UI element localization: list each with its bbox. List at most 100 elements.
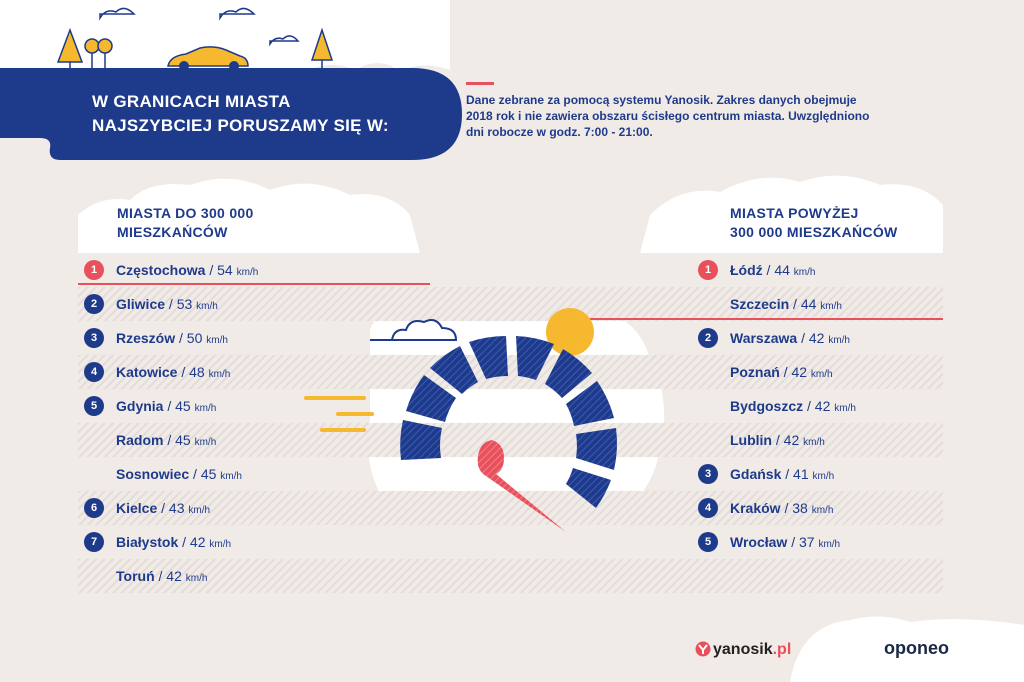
page-title: W GRANICACH MIASTA NAJSZYBCIEJ PORUSZAMY… (92, 92, 389, 135)
city-name: Białystok (116, 534, 179, 550)
speed-unit: km/h (803, 437, 825, 448)
rank-badge: 3 (84, 328, 104, 348)
city-name: Gliwice (116, 296, 166, 312)
sky-cloud-1 (99, 7, 136, 21)
speed-unit: km/h (811, 505, 834, 516)
right-ranking-list: 1 Łódź / 44 km/h Szczecin / 44 km/h 2 Warsza… (685, 253, 943, 559)
city-speed-entry: Bydgoszcz / 42 km/h (730, 398, 856, 414)
city-speed-entry: Częstochowa / 54 km/h (116, 262, 259, 278)
speed-value: 42 (166, 568, 182, 584)
ranking-row: 5 Wrocław / 37 km/h (685, 525, 943, 559)
speed-value: 41 (793, 466, 809, 482)
city-name: Rzeszów (116, 330, 176, 346)
left-column-heading: MIASTA DO 300 000 MIESZKAŃCÓW (117, 205, 254, 240)
city-speed-entry: Kielce / 43 km/h (116, 500, 211, 516)
speed-value: 42 (814, 398, 831, 414)
yanosik-logo-icon (695, 641, 711, 657)
ranking-row: Bydgoszcz / 42 km/h (685, 389, 943, 423)
speed-value: 42 (189, 534, 206, 550)
ranking-row: 7 Białystok / 42 km/h (78, 525, 943, 559)
speed-unit: km/h (828, 335, 850, 346)
city-speed-entry: Wrocław / 37 km/h (730, 534, 841, 550)
speed-unit: km/h (209, 539, 232, 550)
city-name: Wrocław (730, 534, 788, 550)
ranking-row: Poznań / 42 km/h (685, 355, 943, 389)
rank-badge: 2 (698, 328, 718, 348)
city-name: Katowice (116, 364, 178, 380)
city-name: Łódź (730, 262, 763, 278)
city-speed-entry: Sosnowiec / 45 km/h (116, 466, 242, 482)
speed-value: 50 (186, 330, 203, 346)
speed-unit: km/h (208, 369, 231, 380)
ranking-row: Lublin / 42 km/h (685, 423, 943, 457)
speed-unit: km/h (206, 335, 228, 346)
speed-unit: km/h (818, 539, 841, 550)
city-speed-entry: Lublin / 42 km/h (730, 432, 825, 448)
city-speed-entry: Gdańsk / 41 km/h (730, 466, 835, 482)
speed-value: 42 (783, 432, 800, 448)
city-name: Sosnowiec (116, 466, 190, 482)
speed-unit: km/h (793, 267, 816, 278)
city-speed-entry: Warszawa / 42 km/h (730, 330, 850, 346)
ranking-row: Szczecin / 44 km/h (685, 287, 943, 321)
city-speed-entry: Szczecin / 44 km/h (730, 296, 842, 312)
city-speed-entry: Białystok / 42 km/h (116, 534, 232, 550)
top-cloud-hill (0, 0, 450, 74)
city-name: Szczecin (730, 296, 790, 312)
speed-value: 44 (774, 262, 790, 278)
speed-value: 48 (189, 364, 205, 380)
ranking-row: 3 Rzeszów / 50 km/h (78, 321, 943, 355)
rank-badge: 6 (84, 498, 104, 518)
speed-unit: km/h (834, 403, 856, 414)
right-column-heading: MIASTA POWYŻEJ 300 000 MIESZKAŃCÓW (730, 205, 898, 240)
city-speed-entry: Toruń / 42 km/h (116, 568, 208, 584)
city-speed-entry: Łódź / 44 km/h (730, 262, 816, 278)
speed-value: 45 (175, 432, 191, 448)
rank-badge: 5 (698, 532, 718, 552)
speed-unit: km/h (196, 301, 218, 312)
city-name: Warszawa (730, 330, 798, 346)
city-name: Bydgoszcz (730, 398, 804, 414)
title-banner-shape (0, 68, 462, 160)
bottom-hill (790, 616, 1024, 682)
city-name: Toruń (116, 568, 155, 584)
speed-value: 44 (800, 296, 817, 312)
speed-value: 45 (175, 398, 191, 414)
city-name: Poznań (730, 364, 780, 380)
speed-unit: km/h (194, 437, 217, 448)
rank-badge: 7 (84, 532, 104, 552)
city-name: Kraków (730, 500, 781, 516)
speed-value: 45 (200, 466, 217, 482)
speed-value: 53 (176, 296, 193, 312)
city-name: Gdańsk (730, 466, 782, 482)
rank-badge: 2 (84, 294, 104, 314)
sky-cloud-3 (269, 35, 300, 47)
ranking-row: 2 Warszawa / 42 km/h (685, 321, 943, 355)
sky-cloud-2 (219, 7, 256, 21)
speed-unit: km/h (194, 403, 217, 414)
middle-cloud-right (640, 175, 943, 253)
city-speed-entry: Radom / 45 km/h (116, 432, 217, 448)
ranking-row: 4 Katowice / 48 km/h (78, 355, 943, 389)
speed-value: 42 (808, 330, 825, 346)
ranking-row: 5 Gdynia / 45 km/h (78, 389, 943, 423)
ranking-row: 2 Gliwice / 53 km/h (78, 287, 943, 321)
ranking-row: Sosnowiec / 45 km/h (78, 457, 943, 491)
city-name: Lublin (730, 432, 772, 448)
city-name: Gdynia (116, 398, 164, 414)
speed-value: 42 (791, 364, 808, 380)
speed-unit: km/h (820, 301, 842, 312)
ranking-row: 3 Gdańsk / 41 km/h (685, 457, 943, 491)
city-speed-entry: Rzeszów / 50 km/h (116, 330, 228, 346)
rank-badge: 3 (698, 464, 718, 484)
speed-unit: km/h (188, 505, 211, 516)
speed-unit: km/h (810, 369, 833, 380)
speed-unit: km/h (220, 471, 242, 482)
city-name: Radom (116, 432, 164, 448)
methodology-note: Dane zebrane za pomocą systemu Yanosik. … (466, 93, 870, 139)
speed-unit: km/h (236, 267, 259, 278)
speed-unit: km/h (812, 471, 835, 482)
city-speed-entry: Gdynia / 45 km/h (116, 398, 217, 414)
city-speed-entry: Poznań / 42 km/h (730, 364, 833, 380)
ranking-row: Toruń / 42 km/h (78, 559, 943, 593)
